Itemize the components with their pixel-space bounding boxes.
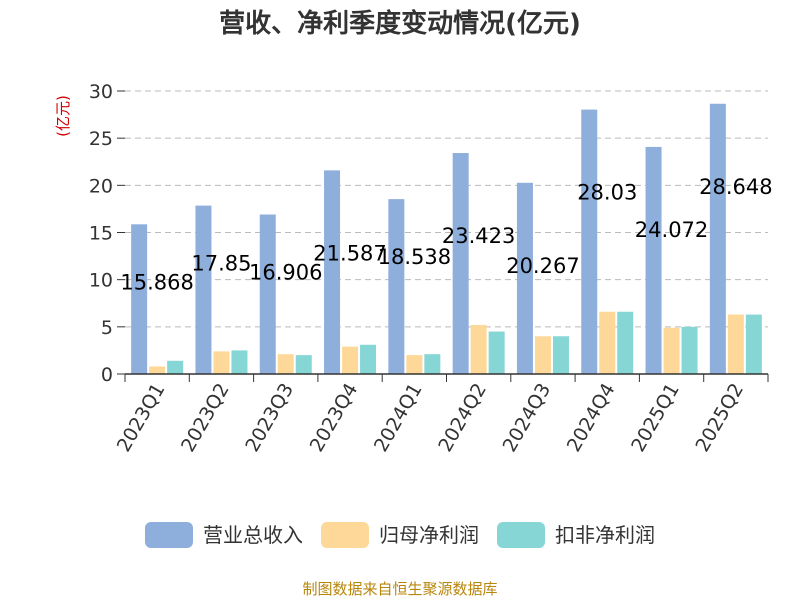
x-tick-label: 2024Q2 (434, 380, 491, 456)
y-tick-label: 5 (101, 317, 113, 339)
bar-营业总收入-2024Q4 (581, 109, 598, 374)
x-tick-label: 2023Q1 (113, 380, 170, 456)
y-tick-label: 20 (89, 175, 113, 197)
bar-营业总收入-2024Q1 (388, 199, 405, 374)
data-label: 28.648 (699, 175, 772, 199)
y-axis-label: (亿元) (54, 95, 72, 137)
grid-lines (125, 90, 768, 328)
legend-swatch (145, 522, 193, 548)
bar-营业总收入-2025Q2 (709, 103, 726, 374)
bar-归母净利润-2024Q1 (406, 355, 423, 374)
data-label: 24.072 (635, 218, 708, 242)
bar-扣非净利润-2023Q4 (360, 344, 377, 374)
bar-归母净利润-2023Q1 (149, 366, 166, 374)
bar-扣非净利润-2024Q2 (488, 331, 505, 374)
bar-扣非净利润-2023Q2 (231, 350, 248, 374)
x-tick-label: 2024Q4 (563, 380, 620, 456)
x-tick-label: 2025Q2 (691, 380, 748, 456)
y-tick-label: 0 (101, 364, 113, 386)
data-label: 18.538 (378, 245, 451, 269)
legend-swatch (497, 522, 545, 548)
bar-扣非净利润-2024Q1 (424, 354, 441, 374)
x-tick-label: 2025Q1 (627, 380, 684, 456)
bar-扣非净利润-2024Q3 (552, 336, 569, 374)
bar-归母净利润-2023Q2 (213, 351, 230, 374)
bar-归母净利润-2024Q2 (470, 324, 487, 374)
data-label: 15.868 (120, 270, 193, 294)
legend-label: 营业总收入 (203, 523, 303, 547)
bar-归母净利润-2024Q4 (599, 311, 616, 374)
bar-归母净利润-2025Q1 (663, 327, 680, 374)
legend-swatch (321, 522, 369, 548)
data-label: 20.267 (506, 254, 579, 278)
data-label: 17.85 (191, 252, 251, 276)
y-tick-label: 30 (89, 81, 113, 103)
bar-营业总收入-2024Q2 (452, 153, 469, 374)
bar-扣非净利润-2025Q1 (681, 326, 698, 374)
y-tick-label: 10 (89, 270, 113, 292)
legend-item-营业总收入[interactable]: 营业总收入 (145, 522, 303, 548)
x-axis-ticks: 2023Q1 2023Q2 2023Q3 2023Q4 2024Q1 2024Q2 2024… (113, 380, 748, 456)
data-label: 21.587 (313, 241, 386, 265)
x-axis (124, 373, 769, 382)
y-tick-label: 15 (89, 223, 113, 245)
bar-归母净利润-2024Q3 (534, 336, 551, 374)
bar-扣非净利润-2025Q2 (745, 314, 762, 374)
bar-营业总收入-2023Q3 (259, 214, 276, 374)
bar-归母净利润-2025Q2 (727, 314, 744, 374)
x-tick-label: 2024Q3 (499, 380, 556, 456)
x-tick-label: 2024Q1 (370, 380, 427, 456)
x-tick-label: 2023Q2 (177, 380, 234, 456)
legend-label: 归母净利润 (379, 523, 479, 547)
bar-归母净利润-2023Q4 (342, 346, 359, 374)
legend-item-归母净利润[interactable]: 归母净利润 (321, 522, 479, 548)
bar-营业总收入-2023Q1 (131, 224, 148, 374)
bar-营业总收入-2024Q3 (516, 182, 533, 374)
source-note: 制图数据来自恒生聚源数据库 (302, 580, 497, 598)
chart-title: 营收、净利季度变动情况(亿元) (219, 8, 581, 39)
legend-label: 扣非净利润 (555, 523, 655, 547)
legend[interactable]: 营业总收入 归母净利润 扣非净利润 (145, 522, 655, 548)
bar-营业总收入-2023Q4 (324, 170, 341, 374)
bar-扣非净利润-2023Q3 (295, 355, 312, 374)
bar-归母净利润-2023Q3 (277, 354, 294, 374)
x-tick-label: 2023Q4 (306, 380, 363, 456)
y-axis-ticks: 0 5 10 15 20 25 30 (89, 81, 125, 386)
y-tick-label: 25 (89, 128, 113, 150)
bar-营业总收入-2025Q1 (645, 146, 662, 374)
bar-营业总收入-2023Q2 (195, 205, 212, 374)
bar-扣非净利润-2024Q4 (617, 311, 634, 374)
data-label: 23.423 (442, 224, 515, 248)
legend-item-扣非净利润[interactable]: 扣非净利润 (497, 522, 655, 548)
bars (131, 103, 762, 374)
data-label: 28.03 (577, 181, 637, 205)
bar-扣非净利润-2023Q1 (167, 360, 184, 374)
data-label: 16.906 (249, 261, 322, 285)
x-tick-label: 2023Q3 (241, 380, 298, 456)
